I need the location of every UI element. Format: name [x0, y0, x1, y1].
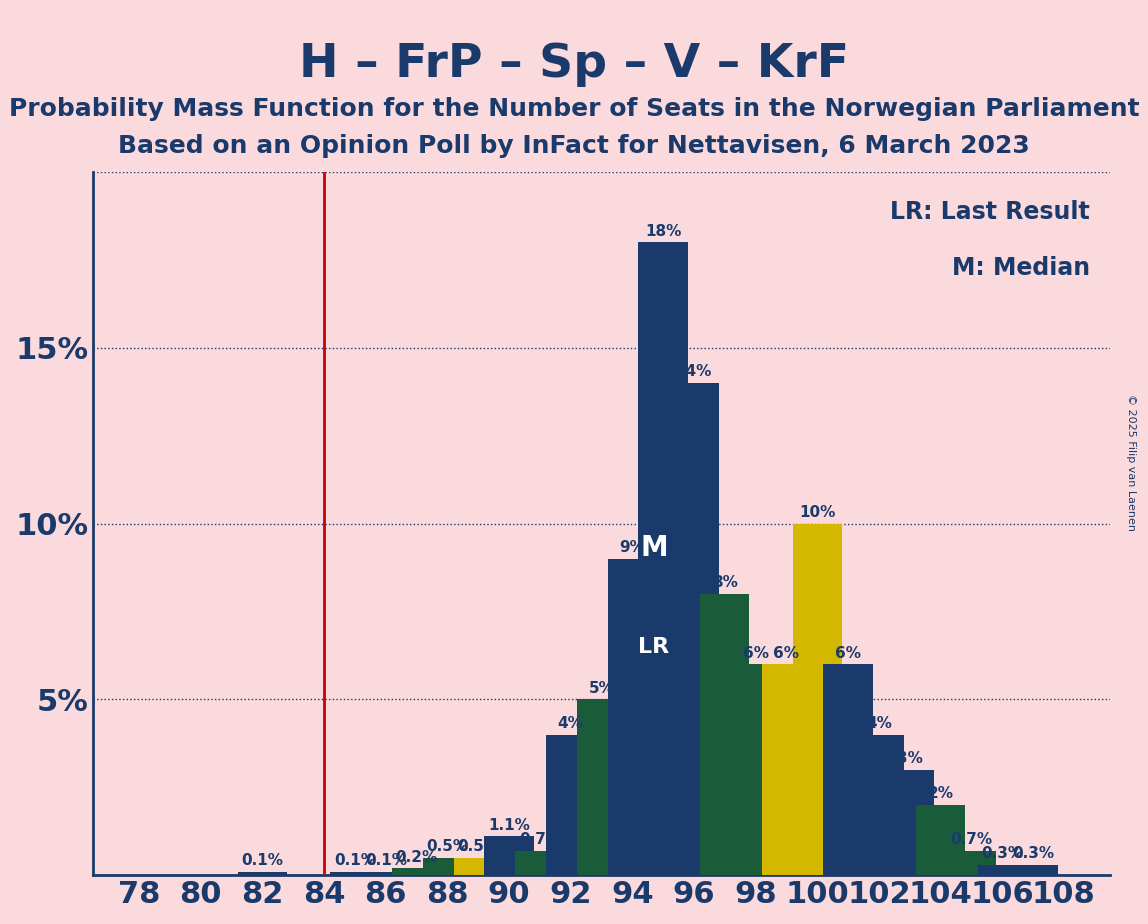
Text: Based on an Opinion Poll by InFact for Nettavisen, 6 March 2023: Based on an Opinion Poll by InFact for N… — [118, 134, 1030, 158]
Bar — [238, 871, 287, 875]
Text: 4%: 4% — [558, 716, 583, 731]
Text: 0.3%: 0.3% — [982, 846, 1023, 861]
Text: LR: LR — [638, 638, 669, 657]
Bar — [731, 664, 781, 875]
Text: 0.1%: 0.1% — [334, 853, 375, 869]
Bar — [700, 594, 750, 875]
Text: 0.5%: 0.5% — [457, 839, 499, 854]
Text: 14%: 14% — [676, 364, 712, 380]
Text: 0.3%: 0.3% — [1011, 846, 1054, 861]
Bar — [362, 871, 411, 875]
Bar — [422, 857, 472, 875]
Bar — [453, 857, 503, 875]
Bar — [916, 805, 965, 875]
Text: 0.7%: 0.7% — [951, 832, 992, 847]
Bar — [515, 850, 565, 875]
Bar — [947, 850, 996, 875]
Text: 0.1%: 0.1% — [241, 853, 284, 869]
Bar — [669, 383, 719, 875]
Text: Probability Mass Function for the Number of Seats in the Norwegian Parliament: Probability Mass Function for the Number… — [9, 97, 1139, 121]
Text: 5%: 5% — [589, 681, 614, 696]
Bar — [885, 770, 934, 875]
Text: 3%: 3% — [897, 751, 923, 766]
Bar — [546, 735, 596, 875]
Text: 9%: 9% — [620, 541, 645, 555]
Bar — [484, 836, 534, 875]
Text: 18%: 18% — [645, 224, 682, 239]
Bar — [854, 735, 903, 875]
Text: M: Median: M: Median — [952, 257, 1089, 281]
Text: 0.7%: 0.7% — [519, 832, 561, 847]
Text: M: M — [641, 534, 668, 563]
Bar — [1008, 865, 1057, 875]
Text: 4%: 4% — [866, 716, 892, 731]
Bar — [977, 865, 1026, 875]
Text: 8%: 8% — [712, 576, 738, 590]
Bar — [792, 524, 841, 875]
Text: 10%: 10% — [799, 505, 836, 520]
Text: 6%: 6% — [743, 646, 769, 661]
Text: 6%: 6% — [774, 646, 799, 661]
Text: 0.1%: 0.1% — [365, 853, 406, 869]
Text: © 2025 Filip van Laenen: © 2025 Filip van Laenen — [1126, 394, 1135, 530]
Bar — [607, 559, 657, 875]
Text: 0.5%: 0.5% — [426, 839, 468, 854]
Text: 2%: 2% — [928, 786, 954, 801]
Bar — [391, 869, 441, 875]
Text: 1.1%: 1.1% — [488, 818, 530, 833]
Bar — [331, 871, 380, 875]
Bar — [762, 664, 812, 875]
Text: 0.2%: 0.2% — [395, 849, 437, 865]
Text: H – FrP – Sp – V – KrF: H – FrP – Sp – V – KrF — [298, 42, 850, 87]
Bar — [638, 242, 688, 875]
Text: LR: Last Result: LR: Last Result — [890, 201, 1089, 225]
Text: 6%: 6% — [835, 646, 861, 661]
Bar — [823, 664, 872, 875]
Bar — [576, 699, 626, 875]
